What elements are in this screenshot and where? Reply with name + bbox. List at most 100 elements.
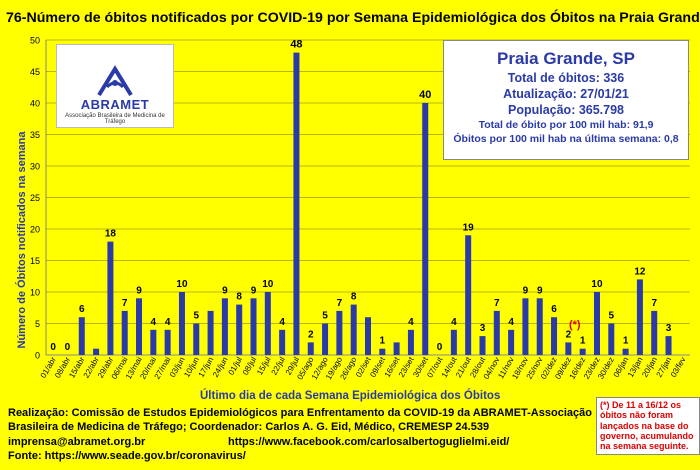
bar — [479, 336, 486, 355]
bar — [264, 292, 271, 355]
bar — [493, 310, 500, 355]
data-label: 8 — [236, 292, 242, 303]
data-label: 12 — [634, 266, 646, 277]
info-update: Atualização: 27/01/21 — [503, 87, 629, 101]
bar — [336, 310, 343, 355]
bar — [622, 348, 629, 355]
bar — [93, 348, 100, 355]
y-tick-label: 20 — [30, 225, 40, 235]
data-label: 19 — [463, 222, 475, 233]
y-tick-label: 15 — [30, 256, 40, 266]
bar — [579, 348, 586, 355]
footnote-box: (*) De 11 a 16/12 os óbitos não foram la… — [596, 397, 700, 455]
bar — [164, 329, 171, 355]
data-label: 7 — [122, 298, 128, 309]
data-label: 3 — [666, 323, 672, 334]
data-label: 6 — [551, 304, 557, 315]
logo-subtitle: Associação Brasileira de Medicina de Trá… — [65, 113, 165, 125]
bar — [608, 323, 615, 355]
bar — [450, 329, 457, 355]
y-tick-label: 25 — [30, 193, 40, 203]
data-label: 40 — [419, 89, 431, 101]
bar — [193, 323, 200, 355]
data-label: 0 — [65, 342, 71, 353]
bar — [522, 298, 529, 355]
y-tick-label: 40 — [30, 99, 40, 109]
abramet-logo: ABRAMET Associação Brasileira de Medicin… — [56, 44, 174, 128]
data-label: 2 — [308, 329, 314, 340]
data-label: 9 — [136, 285, 142, 296]
bar — [551, 317, 558, 355]
data-label: 5 — [322, 311, 328, 322]
data-label: 3 — [480, 323, 486, 334]
data-label: 48 — [290, 39, 302, 51]
bar — [322, 323, 329, 355]
data-label: 0 — [50, 342, 56, 353]
data-label: 4 — [279, 317, 285, 328]
data-label: 10 — [591, 279, 603, 290]
bar — [422, 103, 429, 355]
bar — [150, 329, 157, 355]
bar — [107, 241, 114, 355]
info-box: Praia Grande, SP Total de óbitos: 336 At… — [443, 40, 689, 160]
bar — [593, 292, 600, 355]
abramet-logo-icon — [97, 65, 133, 97]
bar — [178, 292, 185, 355]
data-label: 6 — [79, 304, 85, 315]
data-label: 2 — [566, 329, 572, 340]
data-label: 4 — [508, 317, 514, 328]
y-tick-label: 30 — [30, 162, 40, 172]
data-label: 5 — [609, 311, 615, 322]
data-label: 7 — [337, 298, 343, 309]
footer-line-1: Realização: Comissão de Estudos Epidemio… — [8, 407, 592, 419]
data-label: 5 — [193, 311, 199, 322]
info-rate: Total de óbito por 100 mil hab: 91,9 — [478, 119, 654, 131]
info-population: População: 365.798 — [507, 103, 625, 117]
asterisk-marker: (*) — [569, 319, 581, 331]
bar — [293, 52, 300, 355]
x-tick-label: 03/fev — [669, 356, 688, 379]
bar — [651, 310, 658, 355]
data-label: 10 — [262, 279, 274, 290]
bar — [407, 329, 414, 355]
data-label: 1 — [380, 336, 386, 347]
bar — [536, 298, 543, 355]
bar — [136, 298, 143, 355]
data-label: 1 — [623, 336, 629, 347]
bar — [508, 329, 515, 355]
bar — [307, 342, 314, 355]
footer-source: Fonte: https://www.seade.gov.br/coronavi… — [8, 450, 246, 462]
data-label: 10 — [176, 279, 188, 290]
data-label: 4 — [408, 317, 414, 328]
data-label: 9 — [222, 285, 228, 296]
data-label: 9 — [523, 285, 529, 296]
bar — [565, 342, 572, 355]
data-label: 7 — [494, 298, 500, 309]
bar — [279, 329, 286, 355]
footer-line-2: Brasileira de Medicina de Tráfego; Coord… — [8, 421, 490, 433]
bar — [78, 317, 85, 355]
y-tick-label: 35 — [30, 130, 40, 140]
bar — [250, 298, 257, 355]
data-label: 8 — [351, 292, 357, 303]
footer-facebook: https://www.facebook.com/carlosalbertogu… — [228, 436, 510, 448]
y-tick-label: 0 — [35, 351, 40, 361]
x-tick-label: 24/jun — [211, 356, 230, 379]
info-total: Total de óbitos: 336 — [507, 71, 625, 85]
y-tick-label: 50 — [30, 36, 40, 46]
data-label: 9 — [537, 285, 543, 296]
data-label: 18 — [105, 229, 117, 240]
y-tick-label: 5 — [35, 319, 40, 329]
bar — [636, 279, 643, 355]
bar — [379, 348, 386, 355]
bar — [393, 342, 400, 355]
data-label: 4 — [451, 317, 457, 328]
logo-name: ABRAMET — [80, 97, 150, 112]
bar — [465, 235, 472, 355]
bar — [364, 317, 372, 355]
y-tick-label: 10 — [30, 288, 40, 298]
data-label: 4 — [165, 317, 171, 328]
bar — [121, 310, 128, 355]
bar — [350, 304, 357, 355]
